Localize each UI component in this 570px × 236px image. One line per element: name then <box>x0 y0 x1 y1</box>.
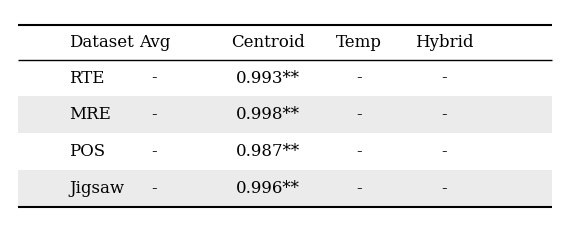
Text: -: - <box>441 106 447 123</box>
Text: -: - <box>152 70 157 87</box>
Text: -: - <box>356 106 361 123</box>
Text: Jigsaw: Jigsaw <box>70 180 125 197</box>
FancyBboxPatch shape <box>18 170 552 207</box>
FancyBboxPatch shape <box>18 60 552 97</box>
Text: -: - <box>441 143 447 160</box>
FancyBboxPatch shape <box>18 133 552 170</box>
Text: Temp: Temp <box>336 34 382 51</box>
Text: -: - <box>441 180 447 197</box>
Text: -: - <box>152 106 157 123</box>
Text: -: - <box>152 143 157 160</box>
Text: POS: POS <box>70 143 105 160</box>
Text: -: - <box>356 180 361 197</box>
Text: 0.996**: 0.996** <box>236 180 300 197</box>
Text: -: - <box>356 70 361 87</box>
Text: 0.987**: 0.987** <box>236 143 300 160</box>
Text: Hybrid: Hybrid <box>414 34 473 51</box>
Text: 0.998**: 0.998** <box>236 106 300 123</box>
FancyBboxPatch shape <box>18 97 552 133</box>
Text: MRE: MRE <box>70 106 111 123</box>
Text: -: - <box>441 70 447 87</box>
Text: -: - <box>356 143 361 160</box>
Text: Dataset: Dataset <box>70 34 134 51</box>
Text: Avg: Avg <box>139 34 170 51</box>
Text: Centroid: Centroid <box>231 34 305 51</box>
Text: 0.993**: 0.993** <box>236 70 300 87</box>
Text: RTE: RTE <box>70 70 105 87</box>
Text: -: - <box>152 180 157 197</box>
